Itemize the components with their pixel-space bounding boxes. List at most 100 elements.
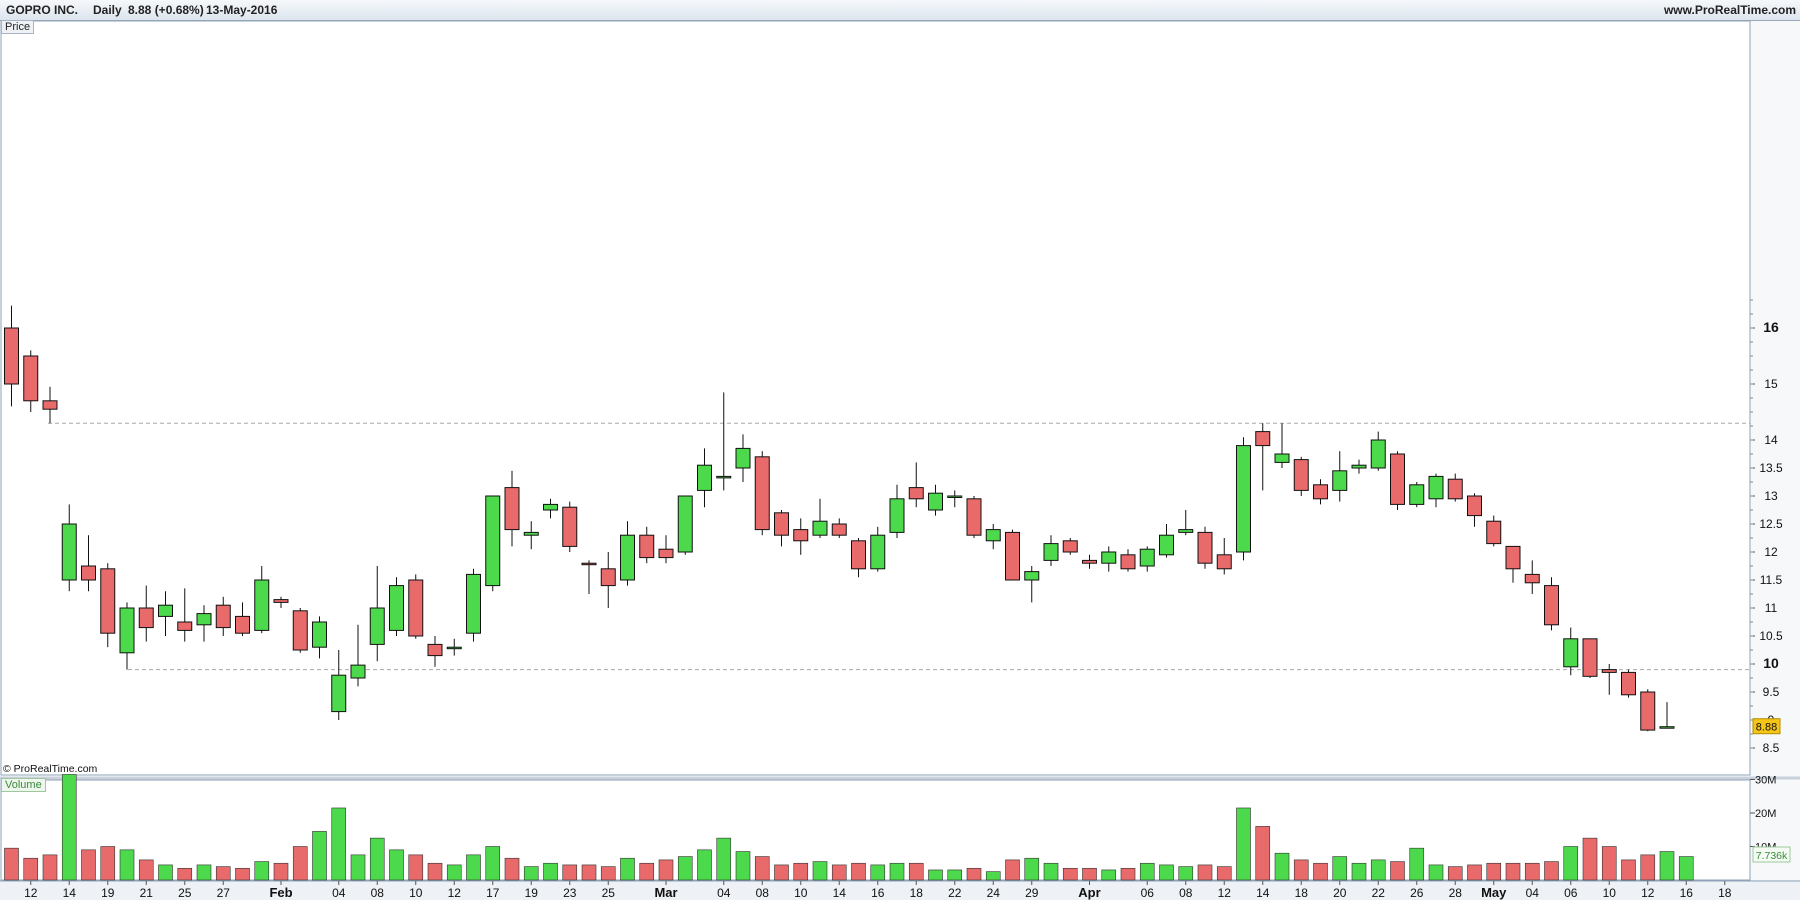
price-tick-label: 12 (1764, 545, 1778, 559)
candle-up (928, 492, 943, 511)
volume-bar (466, 854, 481, 881)
candle-down (1293, 459, 1309, 491)
volume-bar (446, 864, 462, 881)
last-volume-label: 7.736k (1756, 850, 1788, 862)
volume-bar (1563, 846, 1579, 881)
x-tick-label: 16 (871, 886, 885, 900)
volume-bar (42, 854, 58, 881)
candle-up (543, 503, 558, 511)
volume-bar (889, 862, 905, 881)
x-tick-label: 10 (794, 886, 808, 900)
candle-up (677, 495, 693, 553)
candle-up (947, 495, 963, 498)
candle-up (523, 531, 539, 536)
date-label: 13-May-2016 (206, 3, 278, 17)
candle-up (389, 585, 404, 631)
candle-up (620, 534, 635, 581)
volume-bar (793, 862, 809, 881)
candle-down (235, 615, 250, 634)
candle-down (581, 562, 597, 566)
x-tick-label: 04 (332, 886, 346, 900)
candle-up (1101, 551, 1117, 564)
volume-bar (1274, 852, 1290, 881)
volume-bar (562, 864, 578, 881)
volume-bar (215, 866, 231, 881)
volume-panel-label: Volume (1, 778, 46, 792)
volume-bar (485, 846, 501, 881)
volume-bar (1409, 847, 1425, 881)
candle-up (1178, 529, 1194, 533)
candle-down (100, 568, 116, 634)
price-tick-label: 9.5 (1763, 685, 1780, 699)
price-tick-label: 15 (1764, 377, 1778, 391)
volume-bar (697, 849, 712, 881)
volume-bar (61, 774, 77, 881)
volume-tick-label: 20M (1755, 808, 1776, 820)
x-tick-label: 10 (409, 886, 423, 900)
volume-bar (1428, 864, 1444, 881)
volume-bar (620, 857, 635, 881)
volume-bar (1390, 861, 1405, 881)
candle-up (716, 475, 732, 479)
x-tick-label: 14 (1256, 886, 1270, 900)
price-tick-label: 14 (1764, 433, 1778, 447)
candle-down (1640, 691, 1656, 731)
candle-down (754, 456, 770, 531)
candle-up (1024, 571, 1040, 581)
candle-up (466, 573, 481, 634)
candle-up (350, 664, 366, 679)
candle-up (312, 621, 327, 648)
candle-up (158, 604, 173, 617)
volume-bar (100, 846, 116, 881)
price-tick-label: 10.5 (1759, 629, 1783, 643)
volume-bar (600, 866, 616, 881)
candle-down (1255, 431, 1271, 447)
volume-bar (1447, 866, 1463, 881)
x-tick-label: 06 (1141, 886, 1155, 900)
volume-bar (235, 867, 250, 881)
candle-down (1197, 531, 1213, 564)
volume-bar (350, 854, 366, 881)
x-axis-background (0, 880, 1800, 900)
x-tick-label: 22 (948, 886, 962, 900)
volume-bar (1370, 859, 1386, 881)
site-link[interactable]: www.ProRealTime.com (1663, 3, 1796, 17)
volume-bar (947, 869, 963, 881)
x-tick-label: Mar (654, 885, 677, 900)
instrument-name: GOPRO INC. (6, 3, 79, 17)
x-tick-label: 17 (486, 886, 500, 900)
volume-bar (1139, 862, 1155, 881)
volume-bar (119, 849, 135, 881)
candle-up (1428, 475, 1444, 500)
candle-down (908, 487, 924, 500)
x-tick-label: 25 (602, 886, 616, 900)
volume-bar (1621, 859, 1636, 881)
volume-bar (716, 837, 732, 881)
candle-up (331, 674, 347, 713)
x-tick-label: 12 (24, 886, 38, 900)
volume-bar (1351, 862, 1367, 881)
x-tick-label: 18 (1718, 886, 1732, 900)
x-tick-label: 08 (756, 886, 770, 900)
x-tick-label: 16 (1680, 886, 1694, 900)
volume-bar (985, 871, 1001, 881)
volume-bar (774, 864, 789, 881)
x-tick-label: 24 (987, 886, 1001, 900)
volume-bar (1640, 854, 1656, 881)
x-tick-label: Apr (1078, 885, 1100, 900)
volume-bar (1544, 861, 1559, 881)
candle-down (23, 355, 39, 402)
volume-bar (523, 866, 539, 881)
volume-bar (1178, 866, 1194, 881)
axis-background (1750, 21, 1800, 881)
candle-down (562, 506, 578, 547)
price-tick-label: 13 (1764, 489, 1778, 503)
candle-down (966, 498, 982, 536)
volume-bar (254, 861, 270, 881)
volume-bar (292, 846, 308, 881)
candle-up (196, 613, 212, 626)
candle-down (600, 568, 616, 587)
candle-up (812, 520, 828, 536)
volume-bar (138, 859, 154, 881)
